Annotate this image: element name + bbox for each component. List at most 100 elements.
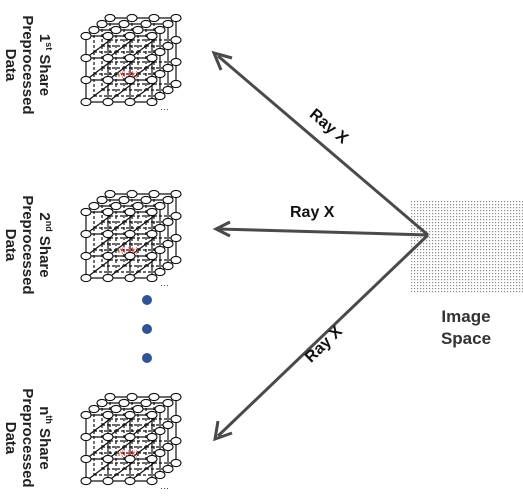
voxel-label: v(i,j,k) [117, 70, 139, 79]
lattice-node [124, 410, 136, 420]
lattice-node [132, 25, 144, 35]
lattice-node [96, 19, 108, 29]
image-space-grid [411, 200, 523, 293]
lattice-node [102, 476, 114, 486]
lattice-node [124, 476, 136, 486]
lattice-node [170, 189, 182, 199]
ray-arrow-3 [216, 233, 430, 438]
lattice-node [80, 251, 92, 261]
lattice-node [170, 392, 182, 402]
lattice-node [88, 25, 100, 35]
lattice-node [88, 201, 100, 211]
lattice-node [118, 195, 130, 205]
lattice-node [148, 13, 160, 23]
lattice-node [146, 432, 158, 442]
lattice-node [102, 207, 114, 217]
ellipsis-dot [142, 353, 152, 363]
lattice-node [80, 410, 92, 420]
voxel-label: v(i,j,k) [117, 246, 139, 255]
lattice-node [102, 432, 114, 442]
lattice-node [80, 229, 92, 239]
lattice-node [124, 229, 136, 239]
lattice-node [162, 261, 174, 271]
svg-text:···: ··· [160, 483, 169, 493]
lattice-node [104, 392, 116, 402]
lattice-node [154, 47, 166, 57]
cube-share-1: v(i,j,k) ··· [80, 13, 182, 114]
lattice-node [80, 53, 92, 63]
lattice-node [126, 392, 138, 402]
lattice-node [170, 436, 182, 446]
lattice-node [146, 229, 158, 239]
lattice-node [170, 211, 182, 221]
lattice-node [146, 75, 158, 85]
lattice-node [154, 25, 166, 35]
lattice-node [102, 31, 114, 41]
lattice-node [170, 13, 182, 23]
lattice-node [162, 19, 174, 29]
lattice-node [80, 476, 92, 486]
lattice-node [132, 201, 144, 211]
lattice-node [162, 464, 174, 474]
ray-arrowhead-2 [212, 220, 231, 238]
lattice-node [80, 207, 92, 217]
lattice-node [146, 97, 158, 107]
lattice-node [146, 207, 158, 217]
svg-text:···: ··· [160, 104, 169, 114]
lattice-node [110, 201, 122, 211]
lattice-node [146, 251, 158, 261]
lattice-node [126, 189, 138, 199]
ray-arrowhead-3 [213, 420, 233, 442]
lattice-node [140, 398, 152, 408]
lattice-node [146, 273, 158, 283]
ray-arrowhead-1 [211, 50, 233, 71]
lattice-node [80, 273, 92, 283]
ray-arrow-2 [217, 227, 429, 237]
lattice-node [148, 392, 160, 402]
image-space-label: Image Space [440, 307, 492, 348]
ellipsis-dot [142, 295, 152, 305]
lattice-node [170, 233, 182, 243]
lattice-node [162, 217, 174, 227]
lattice-node [102, 75, 114, 85]
share-label-n: nth Share Preprocessed Data [2, 388, 55, 488]
lattice-node [102, 53, 114, 63]
lattice-node [170, 79, 182, 89]
lattice-node [124, 53, 136, 63]
voxel-label: v(i,j,k) [117, 449, 139, 458]
lattice-node [154, 267, 166, 277]
lattice-node [124, 273, 136, 283]
lattice-node [170, 414, 182, 424]
cube-share-n: v(i,j,k) ··· [80, 392, 182, 493]
lattice-node [154, 223, 166, 233]
lattice-node [88, 404, 100, 414]
lattice-node [162, 195, 174, 205]
lattice-node [148, 189, 160, 199]
lattice-node [102, 229, 114, 239]
lattice-node [154, 91, 166, 101]
lattice-node [154, 201, 166, 211]
lattice-node [110, 25, 122, 35]
lattice-node [162, 420, 174, 430]
lattice-node [96, 195, 108, 205]
lattice-node [170, 458, 182, 468]
lattice-node [146, 31, 158, 41]
lattice-node [102, 273, 114, 283]
lattice-node [104, 13, 116, 23]
lattice-node [124, 454, 136, 464]
lattice-node [80, 432, 92, 442]
lattice-node [124, 432, 136, 442]
lattice-node [154, 245, 166, 255]
lattice-node [162, 398, 174, 408]
ray-label-2: Ray X [290, 204, 335, 221]
lattice-node [162, 85, 174, 95]
lattice-node [154, 404, 166, 414]
lattice-node [132, 404, 144, 414]
lattice-node [126, 13, 138, 23]
share-label-2: 2nd Share Preprocessed Data [2, 195, 55, 295]
lattice-node [102, 410, 114, 420]
lattice-node [118, 19, 130, 29]
lattice-node [124, 251, 136, 261]
lattice-node [170, 35, 182, 45]
